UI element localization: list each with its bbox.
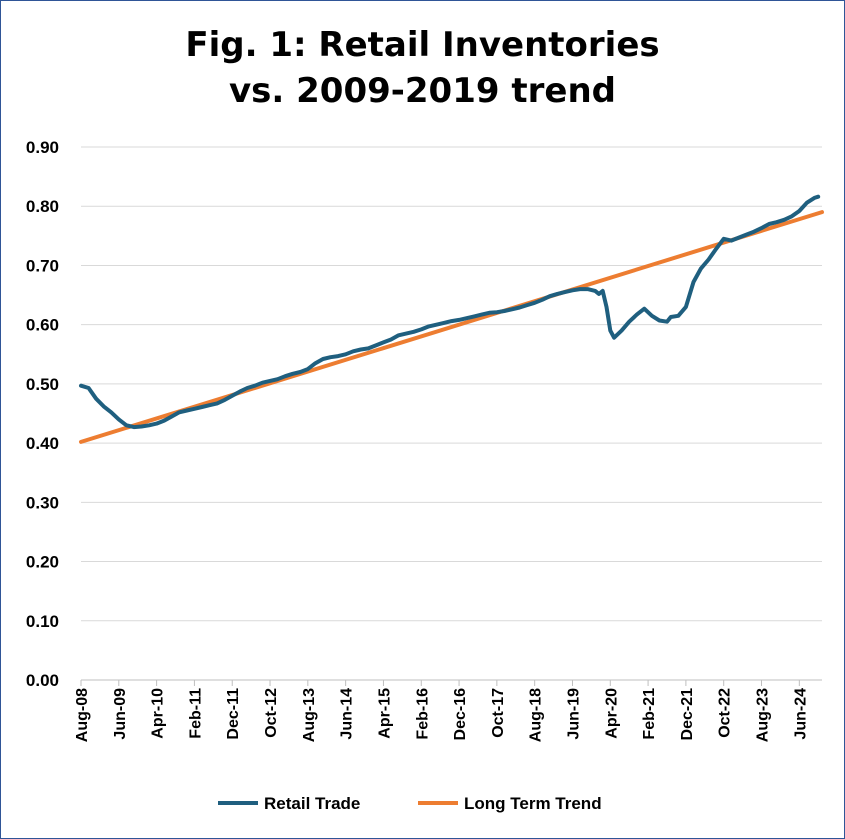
x-tick-label: Dec-21 xyxy=(679,688,696,741)
x-tick-label: Feb-11 xyxy=(187,688,204,739)
y-tick-label: 0.50 xyxy=(26,375,59,394)
y-axis-ticks: 0.00 0.10 0.20 0.30 0.40 0.50 0.60 0.70 0.80 0.90 xyxy=(26,138,59,690)
x-tick-label: Oct-12 xyxy=(263,688,280,738)
y-tick-label: 0.00 xyxy=(26,671,59,690)
x-tick-label: Oct-22 xyxy=(717,688,734,738)
x-tick-label: Apr-20 xyxy=(603,688,620,739)
x-tick-label: Oct-17 xyxy=(490,688,507,738)
x-tick-label: Apr-15 xyxy=(376,688,393,739)
chart-title-line-1: Fig. 1: Retail Inventories xyxy=(185,25,660,65)
y-tick-label: 0.80 xyxy=(26,197,59,216)
y-tick-label: 0.90 xyxy=(26,138,59,157)
legend-label-long-term-trend: Long Term Trend xyxy=(464,794,602,813)
x-tick-label: Feb-16 xyxy=(414,688,431,740)
y-tick-label: 0.40 xyxy=(26,434,59,453)
x-tick-label: Aug-08 xyxy=(74,688,91,742)
x-tick-label: Jun-14 xyxy=(339,688,356,740)
x-tick-label: Aug-23 xyxy=(755,688,772,742)
chart-title: Fig. 1: Retail Inventories vs. 2009-2019… xyxy=(0,22,845,114)
chart-title-line-2: vs. 2009-2019 trend xyxy=(229,71,616,111)
y-tick-label: 0.30 xyxy=(26,493,59,512)
x-tick-label: Dec-16 xyxy=(452,688,469,741)
y-tick-label: 0.60 xyxy=(26,316,59,335)
y-tick-label: 0.70 xyxy=(26,256,59,275)
x-tick-label: Dec-11 xyxy=(225,688,242,740)
y-tick-label: 0.20 xyxy=(26,553,59,572)
x-tick-label: Aug-18 xyxy=(528,688,545,742)
x-tick-label: Apr-10 xyxy=(150,688,167,739)
x-tick-label: Jun-19 xyxy=(565,688,582,740)
series-line-long-term-trend xyxy=(79,210,824,444)
x-axis-ticks: Aug-08 Jun-09 Apr-10 Feb-11 Dec-11 Oct-12 Aug-… xyxy=(74,680,809,742)
gridlines xyxy=(81,146,822,622)
legend-label-retail-trade: Retail Trade xyxy=(264,794,360,813)
x-tick-label: Jun-24 xyxy=(792,688,809,740)
series-line-retail-trade xyxy=(79,194,821,430)
x-tick-label: Feb-21 xyxy=(641,688,658,740)
x-tick-label: Aug-13 xyxy=(301,688,318,742)
legend: Retail Trade Long Term Trend xyxy=(218,794,602,813)
y-tick-label: 0.10 xyxy=(26,612,59,631)
series-lines xyxy=(79,194,824,444)
x-tick-label: Jun-09 xyxy=(112,688,129,740)
